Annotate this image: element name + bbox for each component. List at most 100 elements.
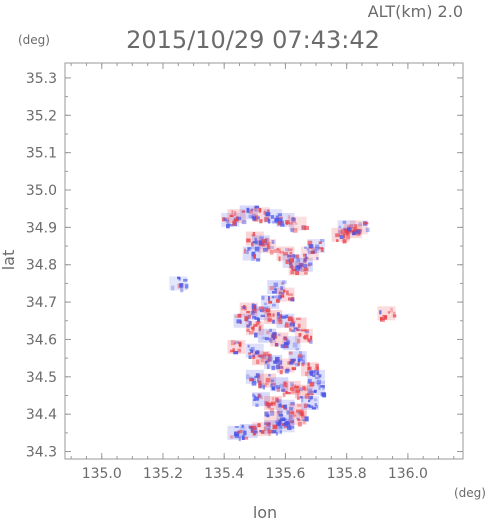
echo-pixel (246, 207, 250, 213)
echo-pixel (267, 425, 272, 431)
echo-pixel (257, 216, 260, 220)
echo-pixel (269, 249, 274, 255)
echo-pixel (273, 249, 278, 253)
echo-pixel (302, 253, 306, 257)
echo-pixel (258, 208, 262, 213)
echo-pixel (276, 387, 281, 393)
echo-pixel (315, 246, 320, 251)
echo-pixel (365, 227, 370, 233)
echo-pixel (278, 292, 284, 295)
echo-pixel (285, 314, 289, 319)
echo-pixel (243, 436, 249, 440)
echo-pixel (273, 282, 278, 287)
echo-pixel (258, 380, 262, 385)
echo-pixel (246, 324, 250, 328)
echo-pixel (353, 227, 357, 232)
echo-pixel (342, 220, 347, 224)
x-axis-label: lon (253, 503, 277, 521)
echo-pixel (291, 358, 296, 362)
echo-pixel (301, 359, 305, 364)
echo-pixel (246, 328, 250, 332)
echo-pixel (302, 386, 306, 391)
echo-pixel (285, 219, 290, 225)
echo-pixel (248, 355, 252, 359)
echo-pixel (307, 240, 313, 246)
echo-pixel (253, 398, 256, 401)
echo-pixel (279, 370, 283, 375)
echo-pixel (308, 405, 314, 408)
echo-pixel (248, 209, 253, 214)
echo-pixel (279, 295, 285, 298)
echo-pixel (285, 248, 289, 252)
y-tick-label: 34.8 (26, 258, 57, 274)
echo-pixel (258, 306, 264, 309)
echo-pixel (279, 383, 284, 388)
echo-pixel (347, 227, 352, 232)
echo-pixel (352, 231, 357, 235)
echo-pixel (267, 358, 272, 362)
echo-pixel (268, 431, 271, 436)
echo-pixel (254, 246, 260, 252)
echo-cell (377, 306, 396, 321)
echo-pixel (387, 311, 391, 314)
echo-pixel (269, 407, 274, 413)
echo-pixel (291, 217, 296, 222)
echo-pixel (307, 378, 312, 384)
echo-pixel (299, 411, 305, 417)
echo-pixel (241, 435, 245, 441)
echo-pixel (270, 383, 273, 388)
echo-pixel (273, 402, 276, 407)
echo-pixel (295, 347, 299, 351)
echo-pixel (317, 382, 321, 386)
echo-pixel (336, 239, 339, 242)
echo-pixel (233, 218, 239, 222)
echo-pixel (354, 224, 358, 228)
echo-pixel (270, 338, 273, 344)
y-tick-label: 34.9 (26, 220, 57, 236)
echo-pixel (223, 217, 227, 221)
echo-pixel (314, 403, 317, 406)
echo-pixel (295, 270, 300, 276)
echo-pixel (246, 310, 250, 314)
echo-pixel (296, 409, 300, 413)
echo-pixel (283, 408, 288, 411)
echo-pixel (299, 263, 303, 267)
echo-pixel (177, 276, 181, 280)
echo-pixel (237, 431, 240, 434)
echo-pixel (230, 340, 236, 346)
echo-pixel (279, 220, 284, 225)
echo-pixel (273, 360, 278, 364)
echo-pixel (247, 344, 250, 348)
echo-pixel (275, 356, 280, 362)
echo-pixel (351, 227, 356, 230)
echo-pixel (344, 229, 348, 235)
echo-pixel (246, 249, 249, 255)
echo-pixel (307, 370, 311, 374)
echo-pixel (267, 364, 270, 370)
echo-pixel (291, 320, 296, 324)
echo-pixel (310, 250, 315, 254)
echo-pixel (171, 285, 175, 291)
x-unit-label: (deg) (454, 486, 486, 500)
echo-pixel (254, 317, 259, 320)
echo-pixel (271, 303, 276, 307)
echo-pixel (271, 220, 277, 224)
echo-pixel (288, 351, 293, 355)
echo-pixel (266, 427, 270, 431)
echo-pixel (255, 352, 259, 355)
echo-pixel (296, 317, 301, 321)
echo-pixel (287, 215, 290, 219)
echo-pixel (267, 244, 270, 249)
echo-pixel (261, 430, 265, 434)
echo-pixel (179, 283, 184, 288)
echo-pixel (315, 244, 320, 249)
echo-pixel (311, 407, 316, 410)
echo-pixel (240, 430, 243, 434)
echo-pixel (264, 422, 267, 425)
echo-pixel (267, 296, 270, 301)
echo-pixel (390, 307, 393, 313)
echo-pixel (306, 247, 310, 251)
echo-pixel (228, 223, 234, 227)
echo-pixel (338, 230, 344, 233)
echo-pixel (295, 328, 301, 332)
